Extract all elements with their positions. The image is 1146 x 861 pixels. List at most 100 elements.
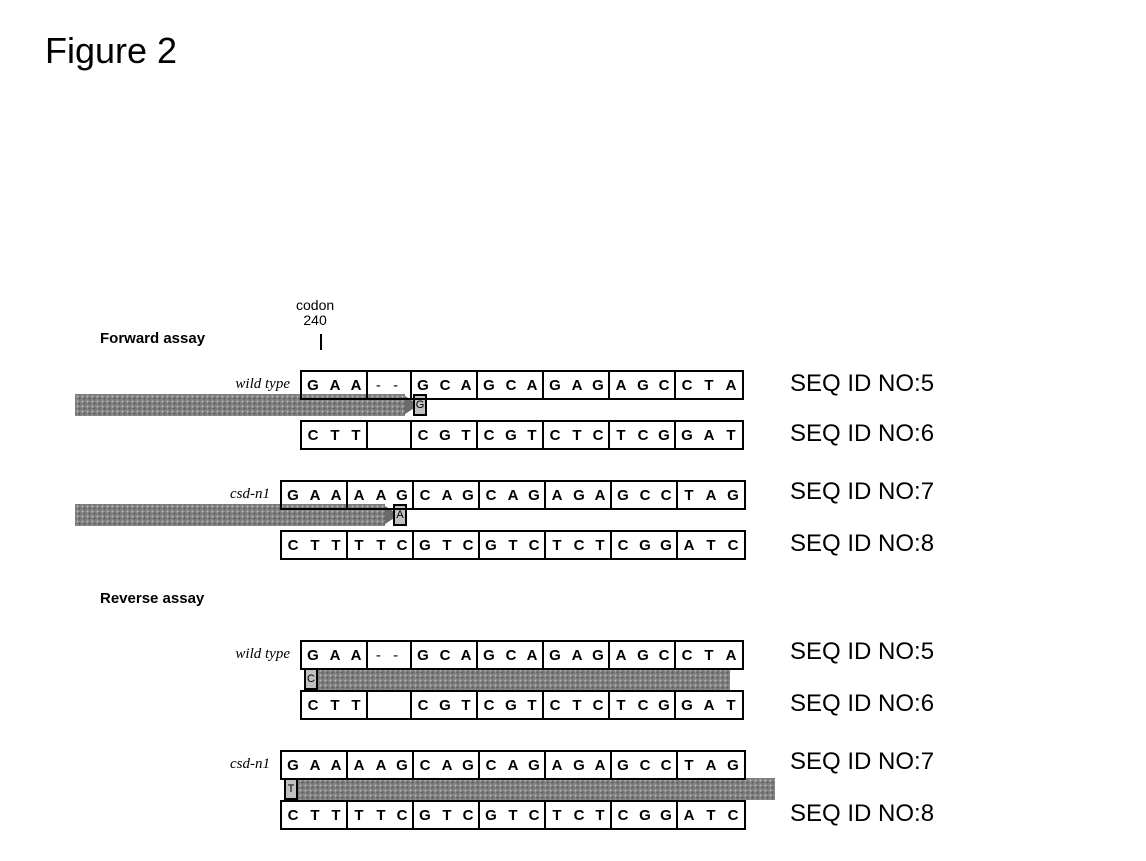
base-cell: G xyxy=(524,482,546,508)
base-cell: T xyxy=(348,532,370,558)
row-label-csd-rev: csd-n1 xyxy=(180,756,270,773)
base-cell: C xyxy=(676,372,698,398)
base-cell: C xyxy=(458,532,480,558)
base-cell: T xyxy=(590,802,612,828)
base-cell: G xyxy=(500,692,522,718)
base-cell: A xyxy=(456,642,478,668)
base-cell: G xyxy=(524,752,546,778)
base-cell: G xyxy=(632,372,654,398)
base-cell: G xyxy=(392,482,414,508)
base-cell: C xyxy=(722,532,744,558)
gap-cell: - - xyxy=(368,372,412,398)
codon-label: codon 240 xyxy=(296,298,334,329)
seq8-rev: CTTTTCGTCGTCTCTCGGATC xyxy=(280,800,746,830)
base-cell: C xyxy=(302,422,324,448)
base-cell: C xyxy=(302,692,324,718)
base-cell: A xyxy=(698,422,720,448)
base-cell: T xyxy=(326,802,348,828)
base-cell: C xyxy=(612,532,634,558)
base-cell: A xyxy=(370,482,392,508)
base-cell: C xyxy=(392,802,414,828)
base-cell: T xyxy=(566,422,588,448)
base-cell: G xyxy=(500,422,522,448)
seq5-fwd: GAA- -GCAGCAGAGAGCCTA xyxy=(300,370,744,400)
base-cell: T xyxy=(678,482,700,508)
seq6-rev: CTTCGTCGTCTCTCGGAT xyxy=(300,690,744,720)
base-cell: G xyxy=(480,532,502,558)
base-cell: G xyxy=(478,642,500,668)
base-cell: A xyxy=(610,642,632,668)
base-cell: T xyxy=(456,422,478,448)
seqlabel-8a: SEQ ID NO:8 xyxy=(790,530,934,558)
base-cell: A xyxy=(326,752,348,778)
base-cell: T xyxy=(326,532,348,558)
base-cell: T xyxy=(610,422,632,448)
gap-cell xyxy=(368,692,412,718)
rev-wt-bar xyxy=(318,668,730,690)
base-cell: G xyxy=(632,642,654,668)
base-cell: T xyxy=(370,802,392,828)
base-cell: G xyxy=(282,482,304,508)
rev-csd-tag: T xyxy=(284,778,298,800)
base-cell: T xyxy=(456,692,478,718)
gap-cell: - - xyxy=(368,642,412,668)
base-cell: G xyxy=(588,642,610,668)
base-cell: C xyxy=(568,802,590,828)
base-cell: C xyxy=(632,422,654,448)
base-cell: T xyxy=(324,692,346,718)
base-cell: T xyxy=(566,692,588,718)
base-cell: T xyxy=(720,692,742,718)
seqlabel-5a: SEQ ID NO:5 xyxy=(790,370,934,398)
base-cell: C xyxy=(656,752,678,778)
base-cell: C xyxy=(412,692,434,718)
base-cell: T xyxy=(590,532,612,558)
base-cell: A xyxy=(346,372,368,398)
base-cell: T xyxy=(348,802,370,828)
base-cell: T xyxy=(546,802,568,828)
base-cell: G xyxy=(458,482,480,508)
base-cell: T xyxy=(522,692,544,718)
base-cell: C xyxy=(392,532,414,558)
base-cell: G xyxy=(434,692,456,718)
base-cell: G xyxy=(480,802,502,828)
base-cell: C xyxy=(654,372,676,398)
base-cell: C xyxy=(676,642,698,668)
base-cell: G xyxy=(612,752,634,778)
base-cell: G xyxy=(654,422,676,448)
base-cell: T xyxy=(324,422,346,448)
base-cell: A xyxy=(326,482,348,508)
base-cell: A xyxy=(502,752,524,778)
base-cell: C xyxy=(480,752,502,778)
rev-wt-tag: C xyxy=(304,668,318,690)
base-cell: G xyxy=(544,372,566,398)
base-cell: T xyxy=(436,802,458,828)
base-cell: T xyxy=(610,692,632,718)
base-cell: G xyxy=(412,642,434,668)
base-cell: C xyxy=(434,642,456,668)
base-cell: G xyxy=(676,422,698,448)
base-cell: T xyxy=(522,422,544,448)
base-cell: C xyxy=(634,482,656,508)
base-cell: A xyxy=(522,642,544,668)
base-cell: C xyxy=(282,802,304,828)
base-cell: A xyxy=(546,752,568,778)
base-cell: G xyxy=(544,642,566,668)
base-cell: A xyxy=(700,482,722,508)
base-cell: G xyxy=(568,482,590,508)
base-cell: C xyxy=(634,752,656,778)
base-cell: A xyxy=(566,372,588,398)
base-cell: C xyxy=(478,422,500,448)
base-cell: C xyxy=(524,532,546,558)
base-cell: A xyxy=(678,802,700,828)
base-cell: G xyxy=(302,642,324,668)
base-cell: G xyxy=(414,802,436,828)
seqlabel-8b: SEQ ID NO:8 xyxy=(790,800,934,828)
base-cell: A xyxy=(324,372,346,398)
base-cell: T xyxy=(546,532,568,558)
base-cell: A xyxy=(522,372,544,398)
base-cell: T xyxy=(436,532,458,558)
base-cell: A xyxy=(566,642,588,668)
base-cell: C xyxy=(414,482,436,508)
base-cell: T xyxy=(698,642,720,668)
seqlabel-5b: SEQ ID NO:5 xyxy=(790,638,934,666)
